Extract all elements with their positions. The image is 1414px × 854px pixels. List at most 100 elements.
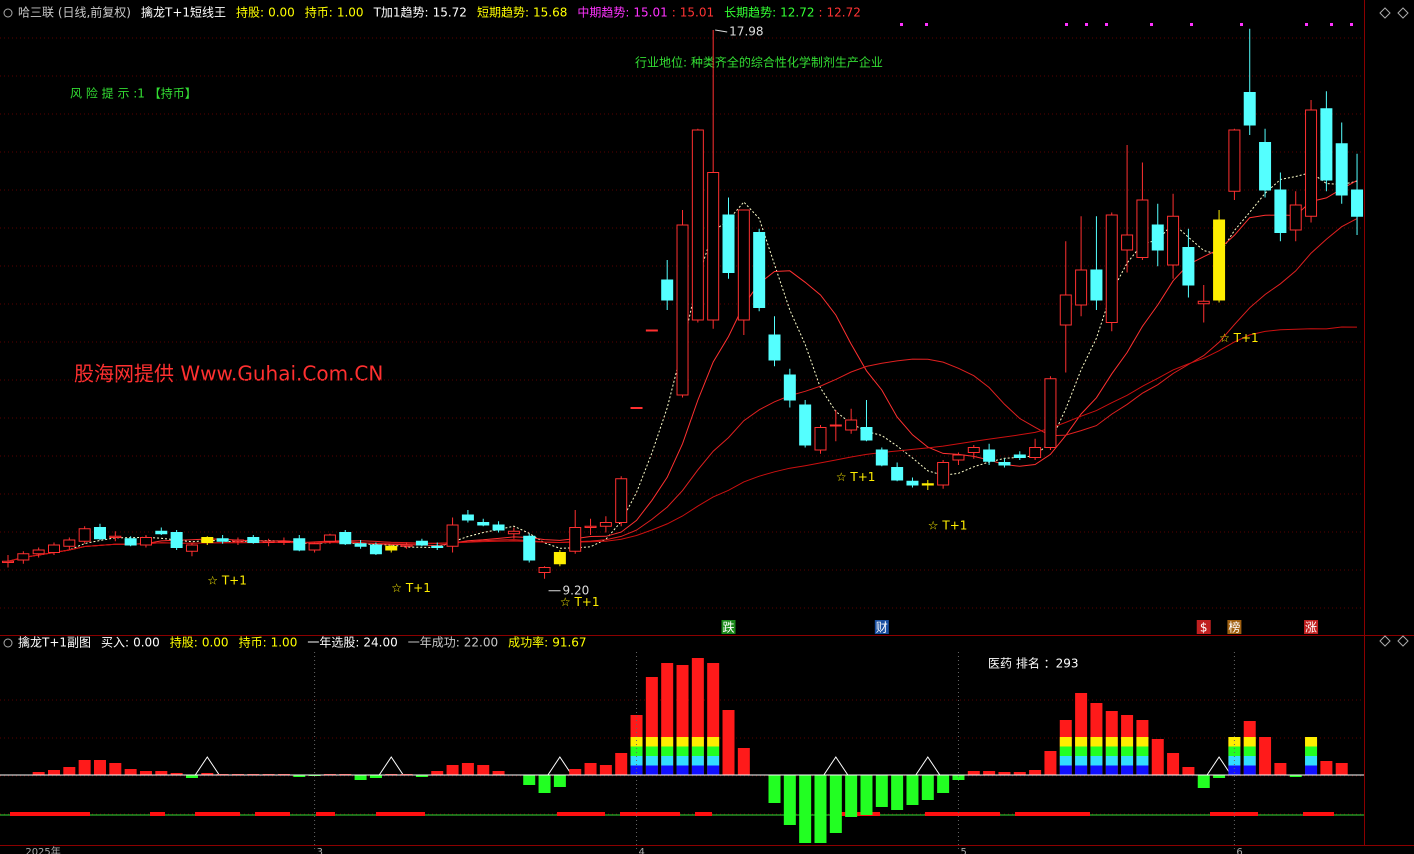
strength-block <box>1121 765 1134 775</box>
strength-block <box>1228 737 1241 747</box>
strength-block <box>1136 765 1149 775</box>
sub-bar <box>293 775 306 777</box>
candle-body <box>507 530 520 535</box>
strength-block <box>1075 746 1088 756</box>
strength-block <box>1075 756 1088 766</box>
sub-bar <box>1151 739 1164 775</box>
button[interactable] <box>1397 635 1409 647</box>
sub-bar <box>1335 763 1348 775</box>
sub-bar <box>553 775 566 787</box>
candle-body <box>737 209 750 321</box>
signal-triangle <box>194 756 220 776</box>
sub-bar <box>983 771 996 775</box>
candle-body <box>952 454 965 461</box>
x-label: 6 <box>1236 847 1242 854</box>
sub-bar <box>369 775 382 778</box>
signal-label: ☆ T+1 <box>1219 331 1259 345</box>
candle-body <box>921 483 934 486</box>
marker-dot <box>1105 23 1108 26</box>
candle-body <box>1167 215 1180 266</box>
candle-body <box>722 214 735 273</box>
strength-block <box>1121 737 1134 747</box>
candle-body <box>139 537 152 546</box>
strength-block <box>1305 746 1318 756</box>
window-buttons[interactable] <box>1379 7 1409 647</box>
strength-block <box>1090 737 1103 747</box>
strength-block <box>691 737 704 747</box>
signal-label: ☆ T+1 <box>928 519 968 533</box>
button[interactable] <box>1379 635 1391 647</box>
strength-block <box>1243 737 1256 747</box>
strength-block <box>661 746 674 756</box>
sub-bar <box>860 775 873 815</box>
header-label: 短期趋势: <box>477 6 529 20</box>
candle-body <box>369 544 382 555</box>
candle-body <box>1136 199 1149 258</box>
marker-dot <box>1085 23 1088 26</box>
candle-body <box>1059 294 1072 326</box>
sub-bar <box>845 775 858 817</box>
candle-body <box>446 524 459 547</box>
candle-body <box>323 534 336 542</box>
collapse-icon[interactable] <box>3 8 13 18</box>
candle-body <box>185 544 198 552</box>
marker-dot <box>1330 23 1333 26</box>
badge-bg <box>721 620 736 634</box>
sub-signal-segment <box>620 812 680 816</box>
sub-bar <box>921 775 934 800</box>
strength-block <box>1105 746 1118 756</box>
signal-label: ☆ T+1 <box>560 595 600 609</box>
badge-bg <box>1196 620 1211 634</box>
sub-bar <box>124 769 137 775</box>
sub-bar <box>1213 775 1226 778</box>
sub-bar <box>78 760 91 775</box>
candle-body <box>891 467 904 481</box>
candle-body <box>1075 269 1088 306</box>
candle-body <box>967 447 980 453</box>
candle-body <box>2 560 14 563</box>
collapse-icon[interactable] <box>3 638 13 648</box>
strength-block <box>1136 746 1149 756</box>
candle-body <box>599 522 612 527</box>
header-label: 成功率: <box>508 635 548 650</box>
x-label: 5 <box>960 847 966 854</box>
strength-block <box>707 746 720 756</box>
signal-triangle <box>1206 756 1232 776</box>
sub-bar <box>477 765 490 775</box>
sub-bar <box>109 763 122 775</box>
button[interactable] <box>1397 7 1409 19</box>
candle-body <box>1213 219 1226 301</box>
strength-block <box>1059 746 1072 756</box>
header-value: 12.72 <box>827 6 861 20</box>
header-value: 1.00 <box>271 636 298 650</box>
candle-body <box>461 514 474 521</box>
strength-block <box>1059 737 1072 747</box>
sub-bar <box>431 771 444 775</box>
candle-body <box>584 525 597 528</box>
candle-body <box>538 567 551 573</box>
candle-body <box>553 552 566 565</box>
watermark: 股海网提供 Www.Guhai.Com.CN <box>74 362 383 386</box>
candle-body <box>1351 189 1364 217</box>
strength-block <box>661 765 674 775</box>
candle-body <box>875 449 888 466</box>
strength-block <box>1059 756 1072 766</box>
candle-body <box>906 480 919 486</box>
candle-body <box>753 232 766 308</box>
strength-block <box>1305 765 1318 775</box>
header-label: 持股: <box>236 5 264 20</box>
candle-body <box>78 528 91 542</box>
button[interactable] <box>1379 7 1391 19</box>
candle-body <box>1044 378 1057 448</box>
candle-body <box>845 419 858 431</box>
sub-bar <box>47 770 60 775</box>
strength-block <box>1243 756 1256 766</box>
sub-bar <box>461 763 474 775</box>
marker-dot <box>1350 23 1353 26</box>
sub-bar <box>63 767 76 775</box>
candle-body <box>691 129 704 321</box>
candle-body <box>124 538 137 546</box>
candle-body <box>645 329 658 332</box>
sub-bar <box>952 775 965 780</box>
